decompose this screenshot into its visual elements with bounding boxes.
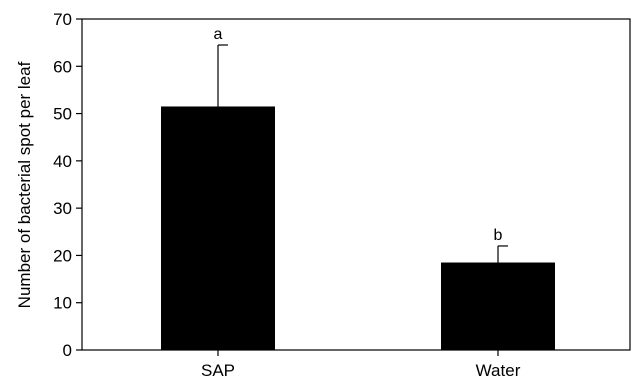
significance-letter: b (494, 227, 503, 244)
y-tick-label: 0 (63, 341, 72, 360)
y-tick-label: 50 (53, 105, 72, 124)
significance-labels: ab (214, 26, 503, 244)
significance-letter: a (214, 26, 223, 43)
y-tick-label: 40 (53, 152, 72, 171)
bar-water (441, 262, 555, 350)
bar-sap (161, 106, 275, 350)
y-axis-label: Number of bacterial spot per leaf (15, 61, 34, 308)
x-tick-label: SAP (201, 361, 235, 380)
y-tick-label: 60 (53, 57, 72, 76)
y-tick-label: 30 (53, 199, 72, 218)
x-tick-label: Water (476, 361, 521, 380)
y-tick-label: 70 (53, 10, 72, 29)
plot-frame (81, 18, 631, 351)
x-axis-ticks: SAP Water (201, 350, 521, 380)
y-tick-label: 20 (53, 246, 72, 265)
error-bars (217, 44, 508, 263)
y-axis-ticks: 0 10 20 30 40 50 60 70 (53, 10, 82, 360)
y-tick-label: 10 (53, 294, 72, 313)
bars (161, 106, 555, 350)
